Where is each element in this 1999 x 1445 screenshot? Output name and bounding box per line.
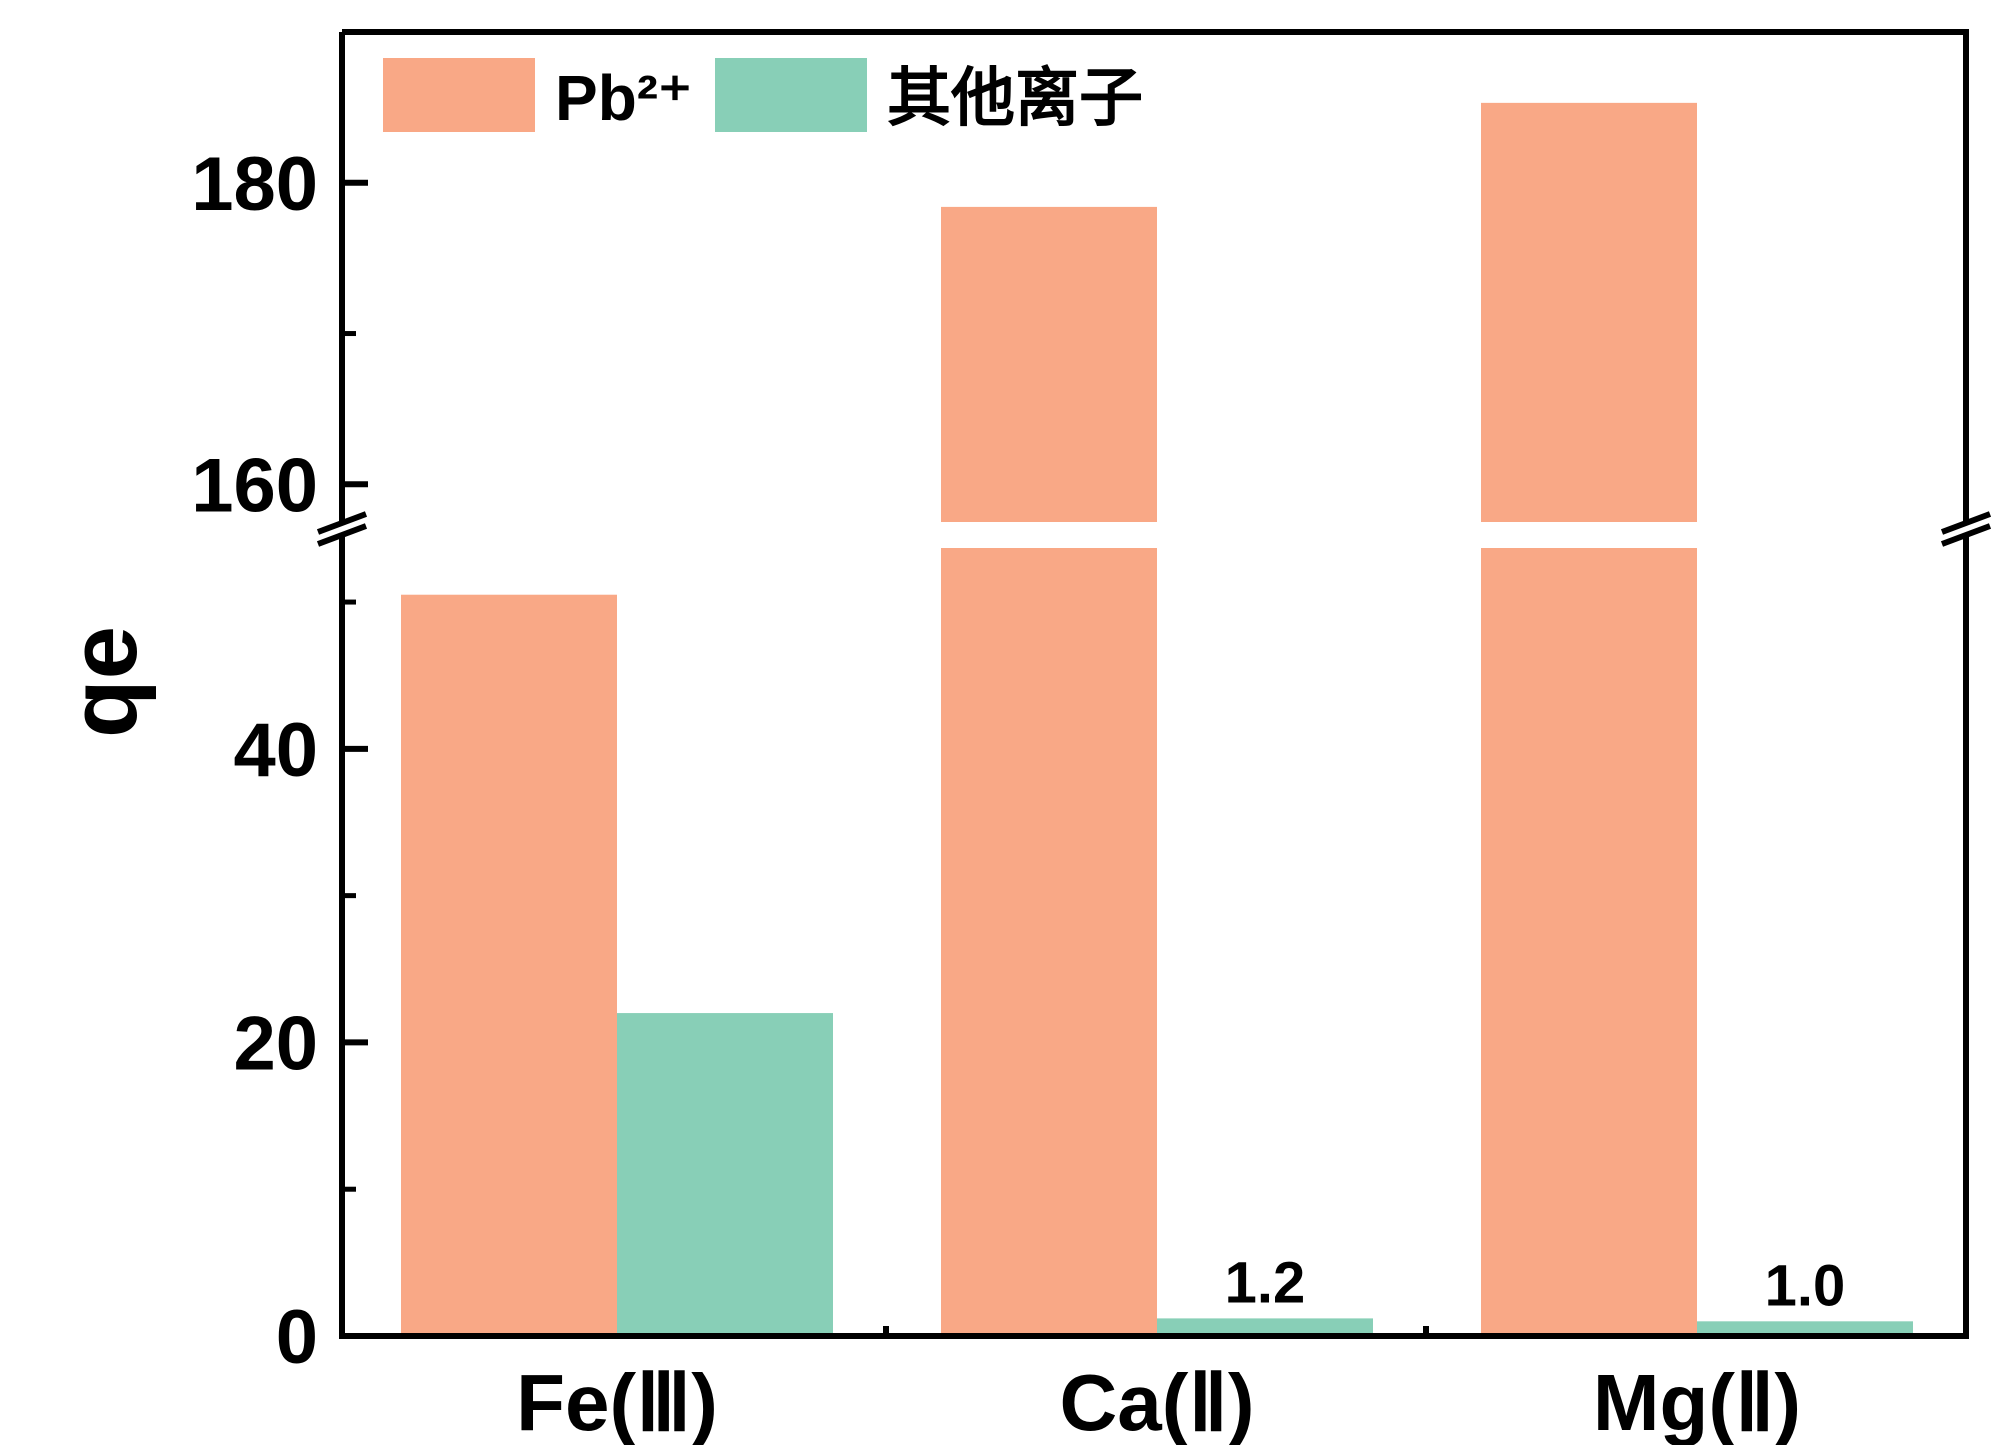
axis-break-0-a [316,511,368,535]
frame-bottom [339,534,1969,1339]
legend-swatch-1 [715,58,867,132]
data-label-1: 1.2 [1225,1250,1306,1315]
bar-1-1 [1157,1318,1373,1336]
y-tick-label-upper-1: 180 [191,142,318,227]
bar-0-1-lower [941,548,1157,1336]
bar-0-1-upper [941,206,1157,522]
bar-1-0 [617,1013,833,1336]
bar-1-2 [1697,1321,1913,1336]
y-tick-label-lower-1: 20 [233,1001,318,1086]
axis-break-0-b [316,523,368,547]
data-label-2: 1.0 [1765,1253,1846,1318]
legend-swatch-0 [383,58,535,132]
x-tick-label-2: Mg(Ⅱ) [1593,1358,1801,1445]
x-tick-label-1: Ca(Ⅱ) [1060,1358,1255,1445]
bars-layer [401,102,1913,1336]
bar-0-0 [401,594,617,1336]
labels-layer: 1.2 1.0 0 20 40 160 180 Fe(Ⅲ) Ca(Ⅱ) Mg(Ⅱ) qe [50,142,1845,1445]
axes-layer [316,29,1992,1339]
axis-break-1-a [1940,511,1992,535]
legend: Pb²⁺ 其他离子 [383,58,1143,134]
legend-label-0: Pb²⁺ [555,62,692,134]
y-tick-label-lower-0: 0 [276,1295,318,1380]
y-axis-label: qe [50,626,157,738]
axis-break-1-b [1940,523,1992,547]
y-tick-label-upper-0: 160 [191,443,318,528]
legend-label-1: 其他离子 [887,62,1143,134]
x-tick-label-0: Fe(Ⅲ) [516,1358,718,1445]
y-tick-label-lower-2: 40 [233,708,318,793]
bar-0-2-upper [1481,102,1697,522]
bar-0-2-lower [1481,548,1697,1336]
frame-top [342,29,1969,524]
